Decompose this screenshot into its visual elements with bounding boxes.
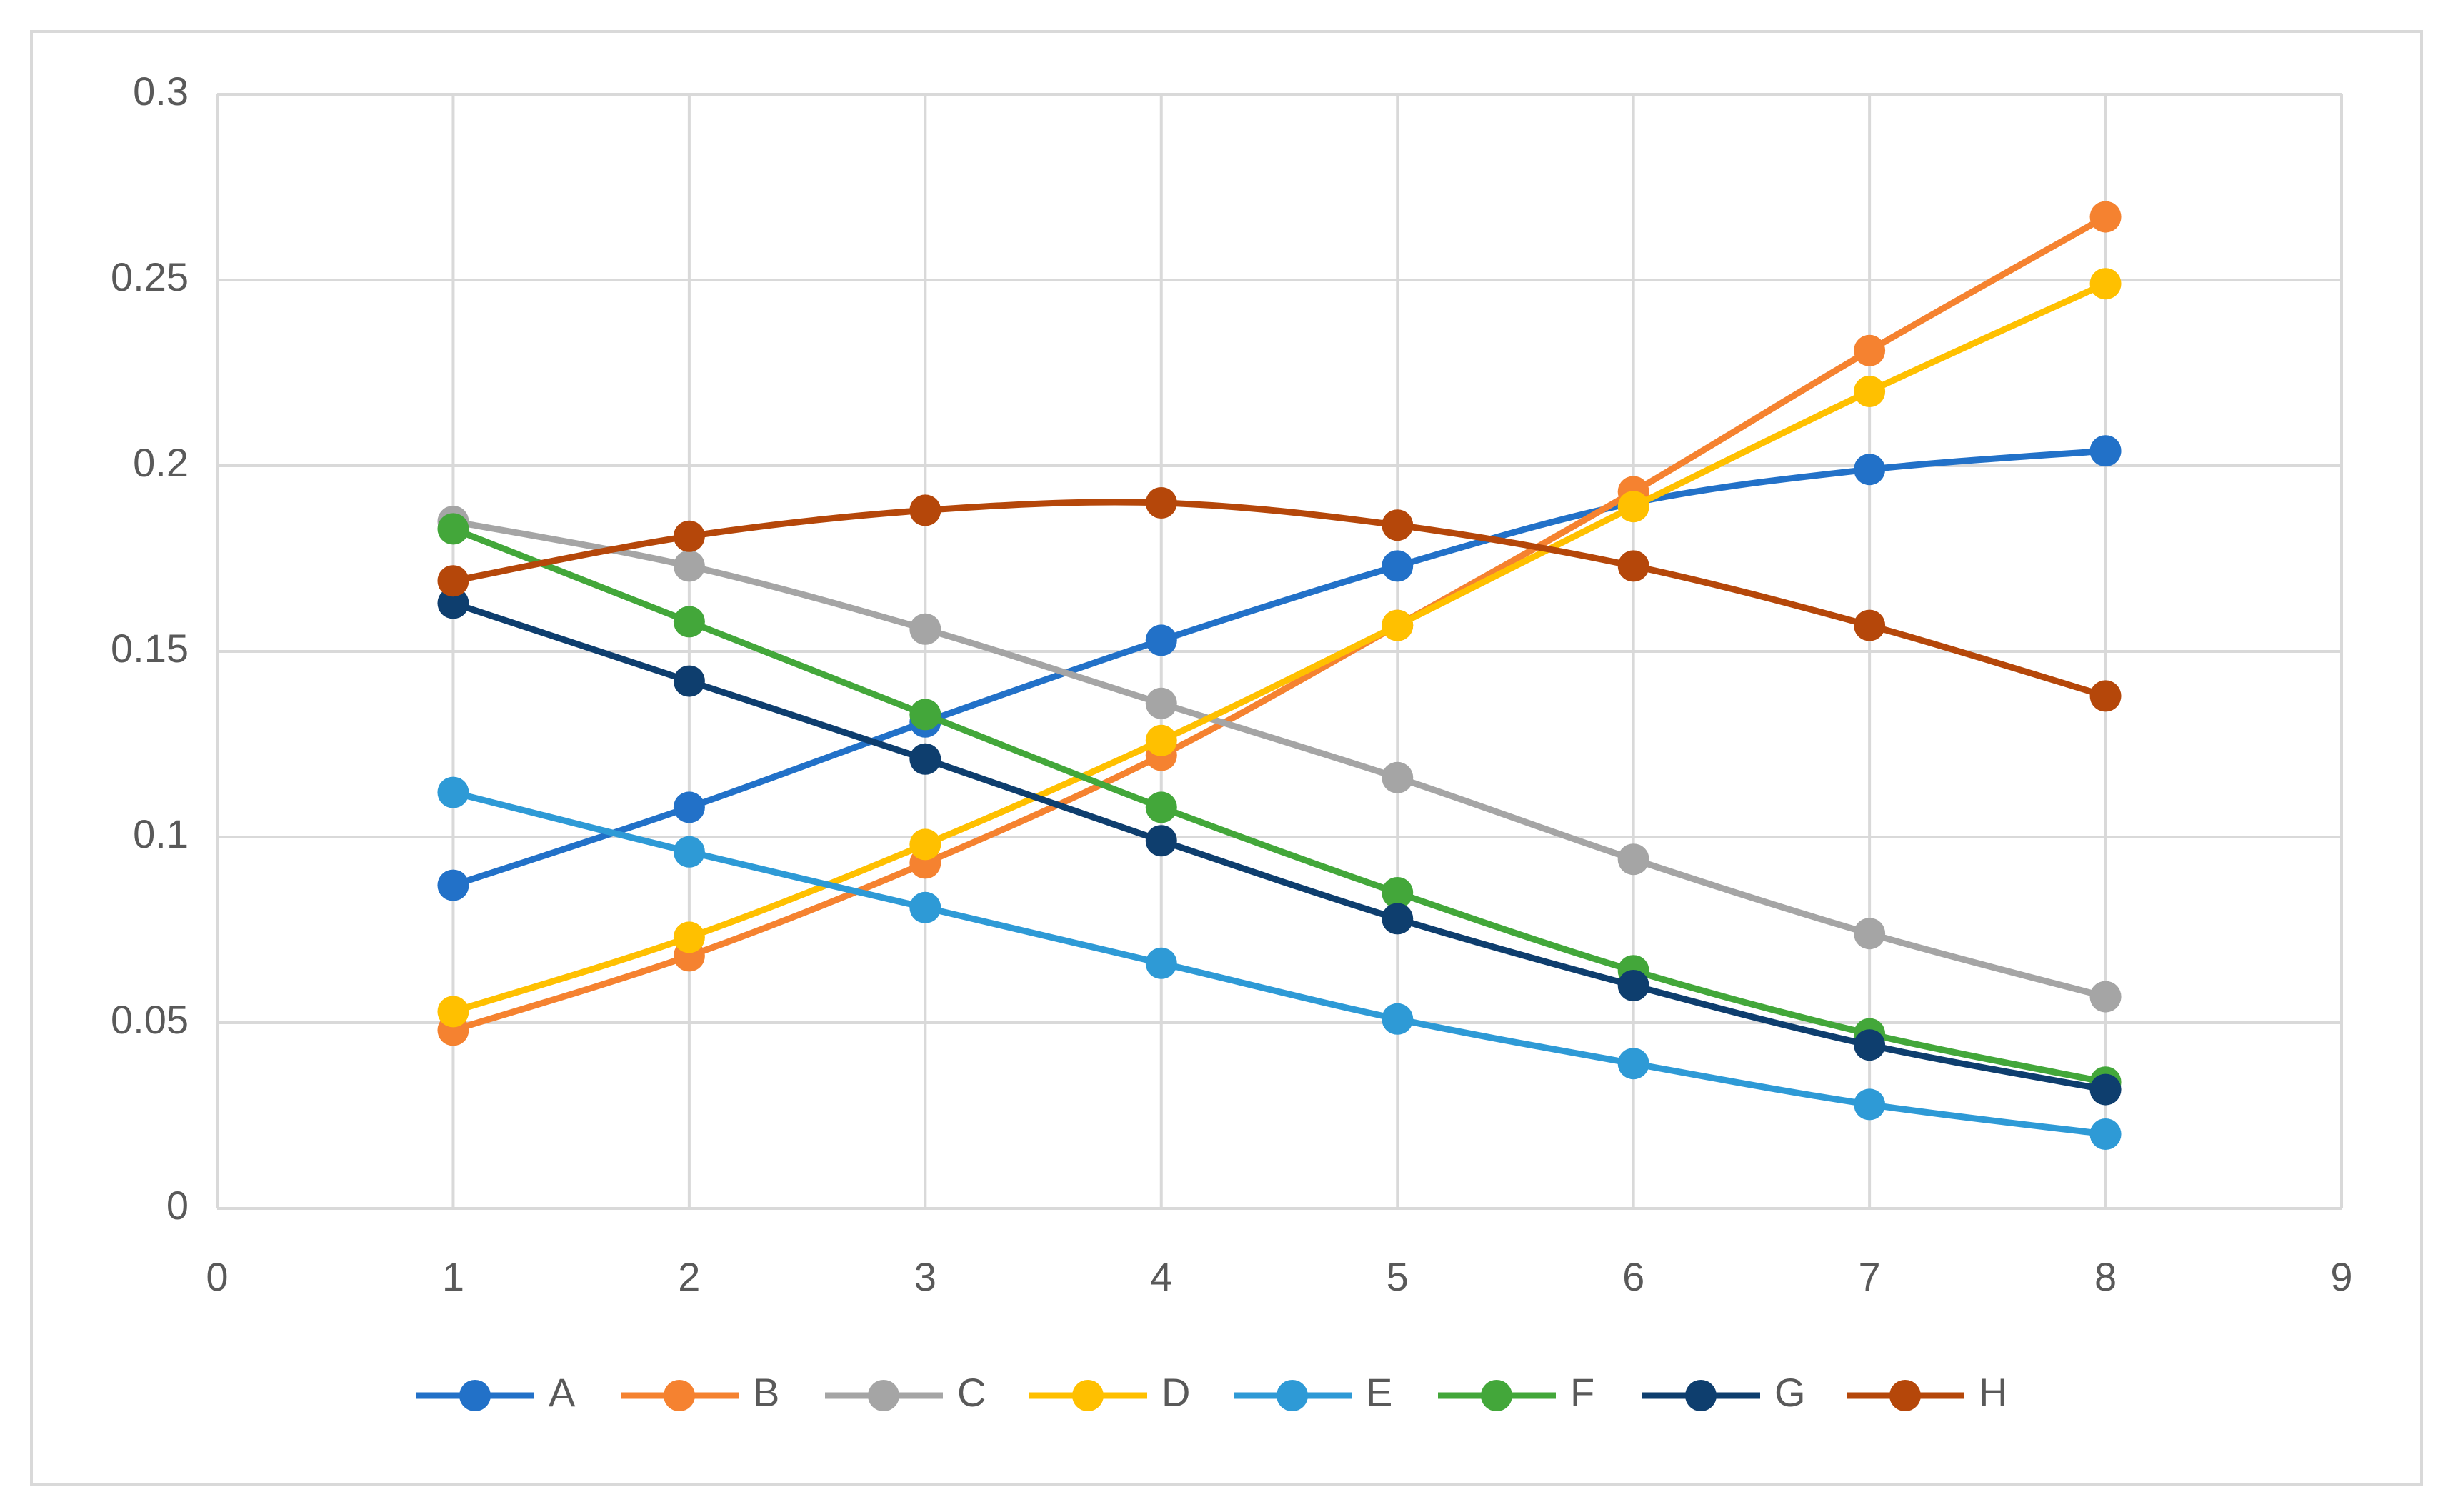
data-point (909, 891, 941, 923)
data-point (1854, 454, 1886, 486)
x-tick-label: 1 (442, 1254, 464, 1299)
legend-label: B (753, 1370, 779, 1415)
x-tick-label: 2 (678, 1254, 700, 1299)
y-tick-label: 0.3 (133, 69, 189, 114)
series-line (452, 600, 2107, 1093)
data-point (2089, 201, 2122, 233)
data-point (673, 550, 705, 582)
data-point (1617, 491, 1649, 523)
legend-label: E (1366, 1370, 1392, 1415)
data-point (437, 587, 469, 619)
data-point (2089, 1073, 2122, 1106)
legend-label: C (957, 1370, 986, 1415)
series-line (452, 518, 2107, 1000)
legend-marker (1072, 1380, 1104, 1411)
series-line (452, 281, 2107, 1015)
data-point (1145, 825, 1177, 857)
data-point (1382, 509, 1414, 541)
data-point (1617, 843, 1649, 876)
data-point (1382, 1003, 1414, 1035)
data-point (1145, 687, 1177, 719)
data-point (1145, 947, 1177, 979)
data-point (1617, 550, 1649, 582)
x-tick-label: 7 (1859, 1254, 1881, 1299)
data-point (909, 699, 941, 731)
data-point (673, 665, 705, 697)
legend-label: A (549, 1370, 576, 1415)
legend-marker (1277, 1380, 1308, 1411)
data-point (1145, 624, 1177, 656)
legend-marker (1889, 1380, 1921, 1411)
data-point (909, 494, 941, 526)
data-point (1854, 376, 1886, 407)
data-point (909, 613, 941, 645)
data-point (673, 791, 705, 823)
data-point (1854, 609, 1886, 641)
data-point (1854, 1088, 1886, 1121)
legend-marker (1481, 1380, 1512, 1411)
y-tick-label: 0.15 (111, 626, 189, 671)
chart-border (30, 30, 2423, 1486)
legend-label: F (1570, 1370, 1594, 1415)
data-point (2089, 1118, 2122, 1150)
y-tick-label: 0 (166, 1183, 189, 1228)
data-point (1382, 903, 1414, 935)
data-point (673, 921, 705, 953)
x-tick-label: 5 (1387, 1254, 1409, 1299)
data-point (1382, 877, 1414, 908)
data-point (1145, 791, 1177, 823)
data-point (1382, 609, 1414, 641)
data-point (437, 513, 469, 545)
legend-label: H (1979, 1370, 2007, 1415)
y-tick-label: 0.2 (133, 440, 189, 485)
data-point (437, 776, 469, 808)
x-tick-label: 4 (1150, 1254, 1172, 1299)
data-point (2089, 435, 2122, 467)
legend-label: G (1774, 1370, 1806, 1415)
data-point (673, 520, 705, 552)
data-point (1145, 487, 1177, 519)
data-point (909, 828, 941, 861)
data-point (673, 836, 705, 868)
data-point (909, 743, 941, 775)
x-tick-label: 6 (1622, 1254, 1644, 1299)
y-tick-label: 0.05 (111, 997, 189, 1042)
data-point (437, 565, 469, 597)
data-point (1854, 334, 1886, 366)
series-line (451, 526, 2107, 1086)
legend-marker (459, 1380, 491, 1411)
legend-marker (664, 1380, 695, 1411)
data-point (2089, 680, 2122, 712)
data-point (1382, 761, 1414, 793)
data-point (1145, 724, 1177, 756)
data-point (1382, 550, 1414, 582)
x-tick-label: 9 (2330, 1254, 2352, 1299)
series-line (452, 789, 2107, 1138)
data-point (1617, 970, 1649, 1001)
data-point (437, 996, 469, 1028)
data-point (2089, 981, 2122, 1013)
series-line (452, 499, 2107, 699)
y-tick-label: 0.1 (133, 811, 189, 856)
data-point (673, 606, 705, 638)
data-point (2089, 268, 2122, 300)
legend-label: D (1161, 1370, 1190, 1415)
legend-marker (868, 1380, 899, 1411)
data-point (1617, 1048, 1649, 1080)
y-tick-label: 0.25 (111, 254, 189, 299)
x-tick-label: 0 (206, 1254, 228, 1299)
x-tick-label: 3 (914, 1254, 936, 1299)
data-point (437, 869, 469, 901)
series-line (452, 447, 2106, 888)
x-tick-label: 8 (2094, 1254, 2117, 1299)
series-line (452, 214, 2107, 1033)
data-point (1854, 1029, 1886, 1061)
legend-marker (1685, 1380, 1717, 1411)
data-point (1854, 918, 1886, 950)
